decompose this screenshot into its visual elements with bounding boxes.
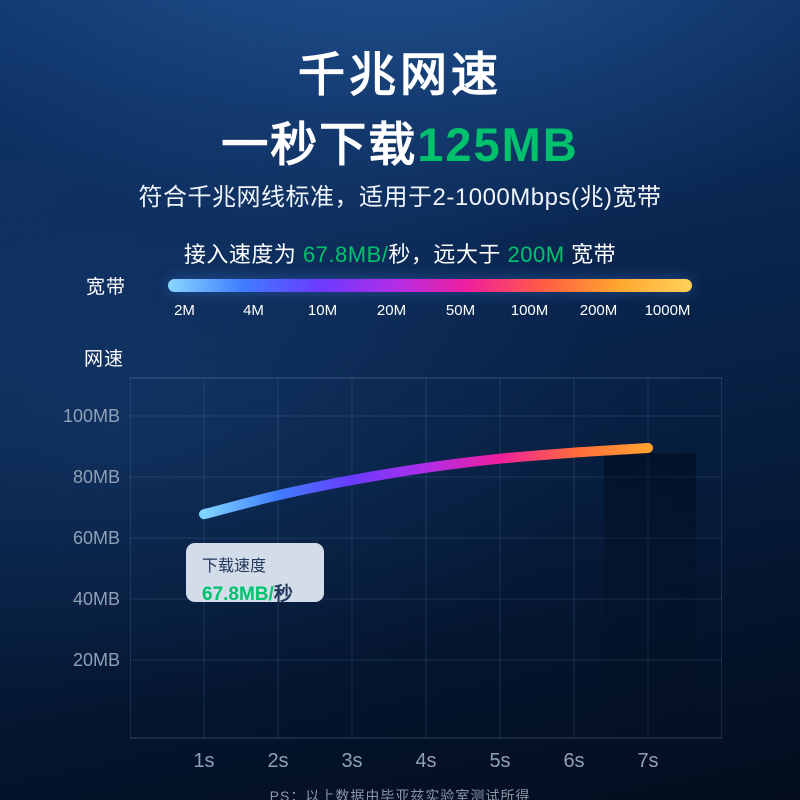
text-segment-green: 200M: [507, 242, 565, 267]
y-tick-label: 20MB: [72, 650, 120, 670]
y-axis-labels: 100MB 80MB 60MB 40MB 20MB: [52, 370, 120, 740]
speed-chart: [129, 370, 723, 740]
text-segment-white: 接入速度为: [183, 242, 303, 267]
standard-description: 符合千兆网线标准，适用于2-1000Mbps(兆)宽带: [138, 184, 662, 211]
broadband-tick-label: 20M: [376, 302, 407, 319]
broadband-gradient-bar: [168, 279, 692, 292]
broadband-ticks: 2M 4M 10M 20M 50M 100M 200M 1000M: [150, 302, 702, 319]
broadband-tick-label: 2M: [174, 302, 195, 319]
footnote: PS：以上数据由毕亚兹实验室测试所得: [269, 788, 531, 800]
chart-canvas: [129, 377, 723, 739]
page-subtitle: 一秒下载125MB: [0, 106, 800, 175]
download-speed-tooltip: 下载速度 67.8MB/秒: [186, 543, 324, 605]
tooltip-value-unit: 秒: [273, 584, 293, 605]
curve-end-shadow: [604, 453, 696, 738]
tooltip-value-number: 67.8MB/: [202, 584, 274, 605]
text-segment-white: 宽带: [564, 242, 617, 267]
speed-axis-label: 网速: [84, 349, 125, 370]
x-tick-label: 3s: [341, 750, 363, 772]
y-tick-label: 80MB: [72, 467, 120, 487]
text-segment-white: 一秒下载: [221, 118, 418, 171]
broadband-axis-label: 宽带: [86, 277, 127, 298]
broadband-tick-label: 50M: [445, 302, 476, 319]
download-speed-curve: [199, 443, 653, 520]
text-segment-white: 秒，远大于: [388, 242, 508, 267]
broadband-tick-label: 10M: [307, 302, 338, 319]
x-tick-label: 1s: [193, 750, 215, 772]
text-segment-green: 125MB: [417, 118, 579, 171]
y-tick-label: 100MB: [62, 406, 120, 426]
tooltip-value: 67.8MB/秒: [202, 579, 324, 606]
x-tick-label: 2s: [267, 750, 289, 772]
y-tick-label: 40MB: [72, 589, 120, 609]
speed-summary: 接入速度为 67.8MB/秒，远大于 200M 宽带: [0, 237, 800, 269]
broadband-tick-label: 1000M: [644, 302, 691, 319]
text-segment-green: 67.8MB/: [302, 242, 389, 267]
broadband-tick-label: 4M: [243, 302, 264, 319]
x-tick-label: 6s: [563, 750, 585, 772]
x-tick-label: 5s: [489, 750, 511, 772]
broadband-tick-label: 100M: [510, 302, 549, 319]
x-tick-label: 4s: [415, 750, 437, 772]
broadband-tick-label: 200M: [579, 302, 618, 319]
x-tick-label: 7s: [637, 750, 659, 772]
page-title: 千兆网速: [298, 48, 502, 101]
tooltip-label: 下载速度: [202, 558, 267, 575]
y-tick-label: 60MB: [72, 528, 120, 548]
x-axis-labels: 1s 2s 3s 4s 5s 6s 7s: [130, 750, 722, 776]
